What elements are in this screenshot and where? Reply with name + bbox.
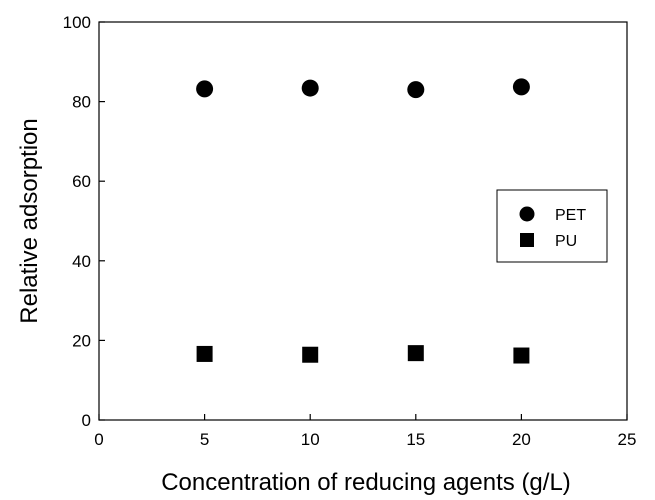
legend: PET PU: [496, 189, 608, 263]
y-tick-label: 40: [72, 252, 91, 271]
data-point-pu: [196, 345, 213, 362]
x-axis-title: Concentration of reducing agents (g/L): [161, 469, 571, 496]
data-point-pu: [407, 345, 424, 362]
legend-marker-pet: [519, 206, 535, 222]
y-tick-label: 0: [82, 411, 91, 430]
y-axis-ticks: 0 20 40 60 80 100: [63, 13, 105, 430]
x-tick-label: 15: [406, 430, 425, 449]
data-point-pet: [512, 78, 530, 96]
x-tick-label: 10: [301, 430, 320, 449]
y-tick-label: 60: [72, 172, 91, 191]
y-axis-title: Relative adsorption: [16, 118, 43, 323]
plot-frame: [98, 21, 628, 421]
x-tick-label: 20: [512, 430, 531, 449]
data-points: [196, 78, 530, 364]
data-point-pu: [513, 347, 530, 364]
legend-label-pu: PU: [555, 233, 577, 250]
data-point-pet: [407, 81, 425, 99]
y-tick-label: 80: [72, 93, 91, 112]
x-axis-ticks: 0 5 10 15 20 25: [94, 414, 636, 449]
y-tick-label: 100: [63, 13, 91, 32]
x-tick-label: 25: [618, 430, 637, 449]
data-point-pet: [196, 80, 214, 98]
data-point-pu: [302, 346, 319, 363]
legend-marker-pu: [520, 233, 534, 247]
legend-label-pet: PET: [555, 207, 586, 224]
x-tick-label: 0: [94, 430, 103, 449]
y-tick-label: 20: [72, 331, 91, 350]
legend-box: [496, 189, 608, 263]
x-tick-label: 5: [200, 430, 209, 449]
data-point-pet: [301, 79, 319, 97]
